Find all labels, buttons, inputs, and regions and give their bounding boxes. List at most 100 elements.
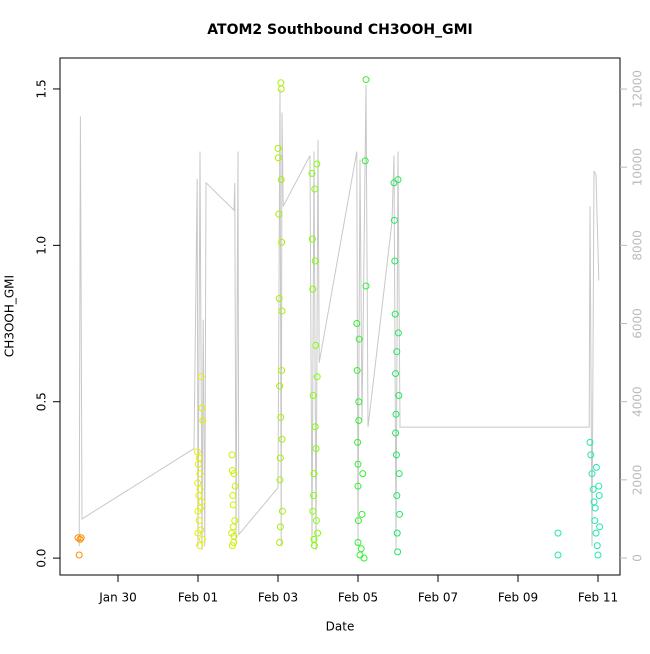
data-point (277, 85, 285, 93)
data-point (274, 154, 282, 162)
x-tick-label: Feb 05 (338, 591, 378, 605)
data-point (354, 460, 362, 468)
data-point (355, 398, 363, 406)
data-point (355, 416, 363, 424)
y2-tick-label: 10000 (631, 148, 645, 186)
data-point (312, 341, 320, 349)
x-tick-label: Jan 30 (98, 591, 137, 605)
data-point (591, 504, 599, 512)
data-point (198, 498, 206, 506)
data-point (274, 144, 282, 152)
data-point (392, 429, 400, 437)
data-point (230, 470, 238, 478)
data-point (594, 551, 602, 559)
data-point (228, 451, 236, 459)
data-point (308, 169, 316, 177)
data-point (588, 470, 596, 478)
data-point (554, 529, 562, 537)
data-point (592, 529, 600, 537)
data-point (592, 463, 600, 471)
data-point (195, 454, 203, 462)
y2-tick-label: 2000 (631, 465, 645, 496)
x-tick-label: Feb 03 (258, 591, 298, 605)
data-point (278, 238, 286, 246)
data-point (194, 479, 202, 487)
data-point (396, 510, 404, 518)
data-point (353, 320, 361, 328)
data-point (361, 157, 369, 165)
data-point (394, 329, 402, 337)
data-point (362, 76, 370, 84)
y-tick-label: 1.0 (35, 236, 49, 255)
data-point (278, 507, 286, 515)
data-point (309, 391, 317, 399)
data-point (196, 485, 204, 493)
data-point (76, 535, 84, 543)
data-point (392, 410, 400, 418)
data-point (197, 373, 205, 381)
data-point (74, 534, 82, 542)
data-point (395, 391, 403, 399)
data-point (587, 451, 595, 459)
data-point (312, 517, 320, 525)
data-point (198, 404, 206, 412)
y2-tick-label: 6000 (631, 308, 645, 339)
data-point (390, 216, 398, 224)
plot-frame (59, 57, 621, 576)
data-point (278, 366, 286, 374)
data-point (196, 470, 204, 478)
data-point (391, 310, 399, 318)
data-point (277, 176, 285, 184)
y2-tick-label: 12000 (631, 70, 645, 108)
data-point (357, 545, 365, 553)
data-point (393, 348, 401, 356)
data-point (309, 507, 317, 515)
data-point (586, 438, 594, 446)
data-point (77, 534, 85, 542)
data-point (393, 529, 401, 537)
data-point (277, 413, 285, 421)
data-point (593, 542, 601, 550)
data-point (392, 370, 400, 378)
y-tick-label: 0.5 (35, 392, 49, 411)
data-point (360, 554, 368, 562)
data-point (393, 492, 401, 500)
data-point (311, 257, 319, 265)
x-tick-label: Feb 01 (178, 591, 218, 605)
data-point (275, 210, 283, 218)
data-point (362, 282, 370, 290)
y2-tick-label: 8000 (631, 230, 645, 261)
data-point (595, 482, 603, 490)
data-point (394, 176, 402, 184)
data-point (392, 451, 400, 459)
data-point (391, 257, 399, 265)
data-point (229, 501, 237, 509)
data-point (197, 526, 205, 534)
data-point (358, 510, 366, 518)
data-point (75, 551, 83, 559)
data-point (199, 416, 207, 424)
data-point (311, 423, 319, 431)
y2-tick-label: 0 (631, 554, 645, 562)
data-point (354, 438, 362, 446)
data-point (275, 295, 283, 303)
data-point (276, 454, 284, 462)
data-point (229, 492, 237, 500)
data-point (195, 517, 203, 525)
data-point (276, 538, 284, 546)
chart-title: ATOM2 Southbound CH3OOH_GMI (207, 22, 472, 38)
data-point (228, 542, 236, 550)
data-point (359, 470, 367, 478)
data-point (589, 485, 597, 493)
data-point (395, 470, 403, 478)
data-point (354, 517, 362, 525)
data-point (308, 235, 316, 243)
data-point (229, 523, 237, 531)
data-point (313, 160, 321, 168)
data-point (554, 551, 562, 559)
data-point (394, 548, 402, 556)
data-point (354, 538, 362, 546)
data-point (276, 523, 284, 531)
y-tick-label: 1.5 (35, 79, 49, 98)
